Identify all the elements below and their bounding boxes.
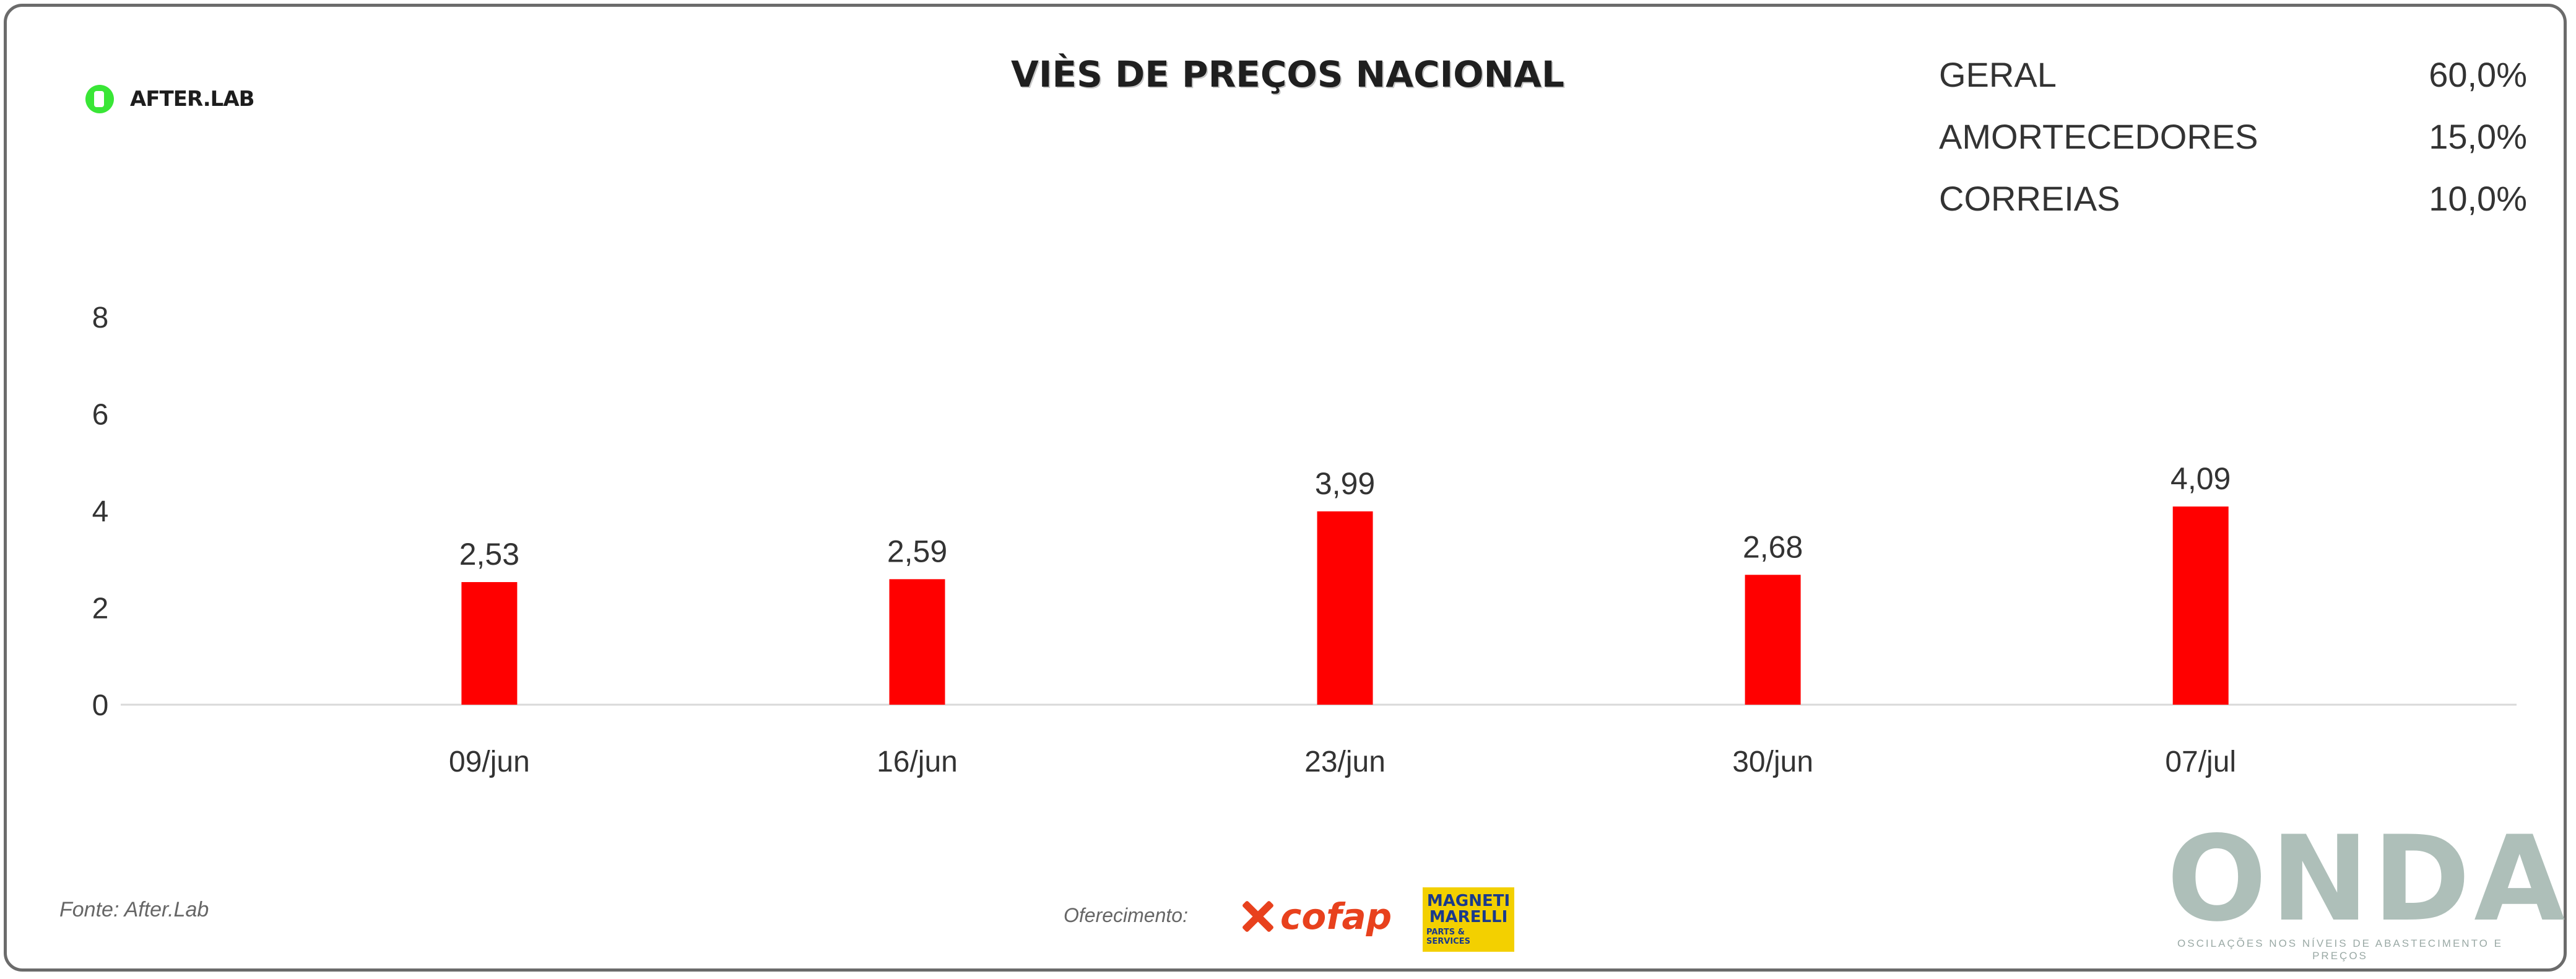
bar	[1745, 575, 1801, 705]
onda-wordmark: ONDA	[2167, 811, 2569, 947]
data-label: 2,68	[1743, 529, 1803, 564]
y-tick-label: 0	[92, 689, 109, 722]
chart-frame	[4, 4, 2567, 972]
magneti-marelli-name: MAGNETI MARELLI	[1426, 892, 1511, 926]
stat-value: 15,0%	[2429, 116, 2527, 156]
stat-row-amortecedores: AMORTECEDORES 15,0%	[1939, 105, 2527, 167]
data-label: 4,09	[2171, 461, 2231, 496]
data-label: 2,53	[459, 537, 519, 572]
stat-value: 60,0%	[2429, 54, 2527, 94]
stat-row-geral: GERAL 60,0%	[1939, 43, 2527, 105]
onda-logo: ONDA OSCILAÇÕES NOS NÍVEIS DE ABASTECIME…	[2167, 811, 2569, 962]
x-tick-label: 30/jun	[1732, 746, 1813, 778]
x-tick-label: 09/jun	[449, 746, 530, 778]
magneti-marelli-sub: PARTS & SERVICES	[1426, 928, 1470, 946]
sponsor-label: Oferecimento:	[1064, 904, 1188, 926]
stats-panel: GERAL 60,0% AMORTECEDORES 15,0% CORREIAS…	[1939, 43, 2527, 229]
afterlab-logo: AFTER.LAB	[85, 80, 255, 118]
stat-label: GERAL	[1939, 54, 2057, 94]
chart-title: VIÈS DE PREÇOS NACIONAL	[1011, 53, 1564, 95]
bar	[889, 579, 945, 705]
afterlab-logo-text: AFTER.LAB	[130, 87, 255, 111]
x-tick-label: 23/jun	[1304, 746, 1386, 778]
bar	[1317, 511, 1373, 705]
y-tick-label: 6	[92, 399, 109, 432]
bar	[461, 582, 518, 705]
source-note: Fonte: After.Lab	[59, 898, 209, 921]
magneti-marelli-logo: MAGNETI MARELLI PARTS & SERVICES	[1423, 887, 1514, 952]
y-tick-label: 4	[92, 495, 109, 528]
cofap-logo-text: cofap	[1280, 895, 1392, 938]
onda-tagline: OSCILAÇÕES NOS NÍVEIS DE ABASTECIMENTO E…	[2177, 938, 2503, 962]
bar	[2172, 506, 2229, 705]
stat-row-correias: CORREIAS 10,0%	[1939, 167, 2527, 229]
y-tick-label: 8	[92, 302, 109, 334]
stat-value: 10,0%	[2429, 178, 2527, 218]
cofap-logo-icon	[1238, 897, 1277, 936]
y-tick-label: 2	[92, 593, 109, 625]
x-tick-label: 16/jun	[877, 746, 958, 778]
data-label: 2,59	[887, 534, 947, 568]
data-label: 3,99	[1315, 466, 1375, 501]
stat-label: CORREIAS	[1939, 178, 2120, 218]
afterlab-logo-icon	[85, 82, 124, 116]
x-tick-label: 07/jul	[2165, 746, 2236, 778]
cofap-logo: cofap	[1238, 892, 1392, 941]
stat-label: AMORTECEDORES	[1939, 116, 2258, 156]
